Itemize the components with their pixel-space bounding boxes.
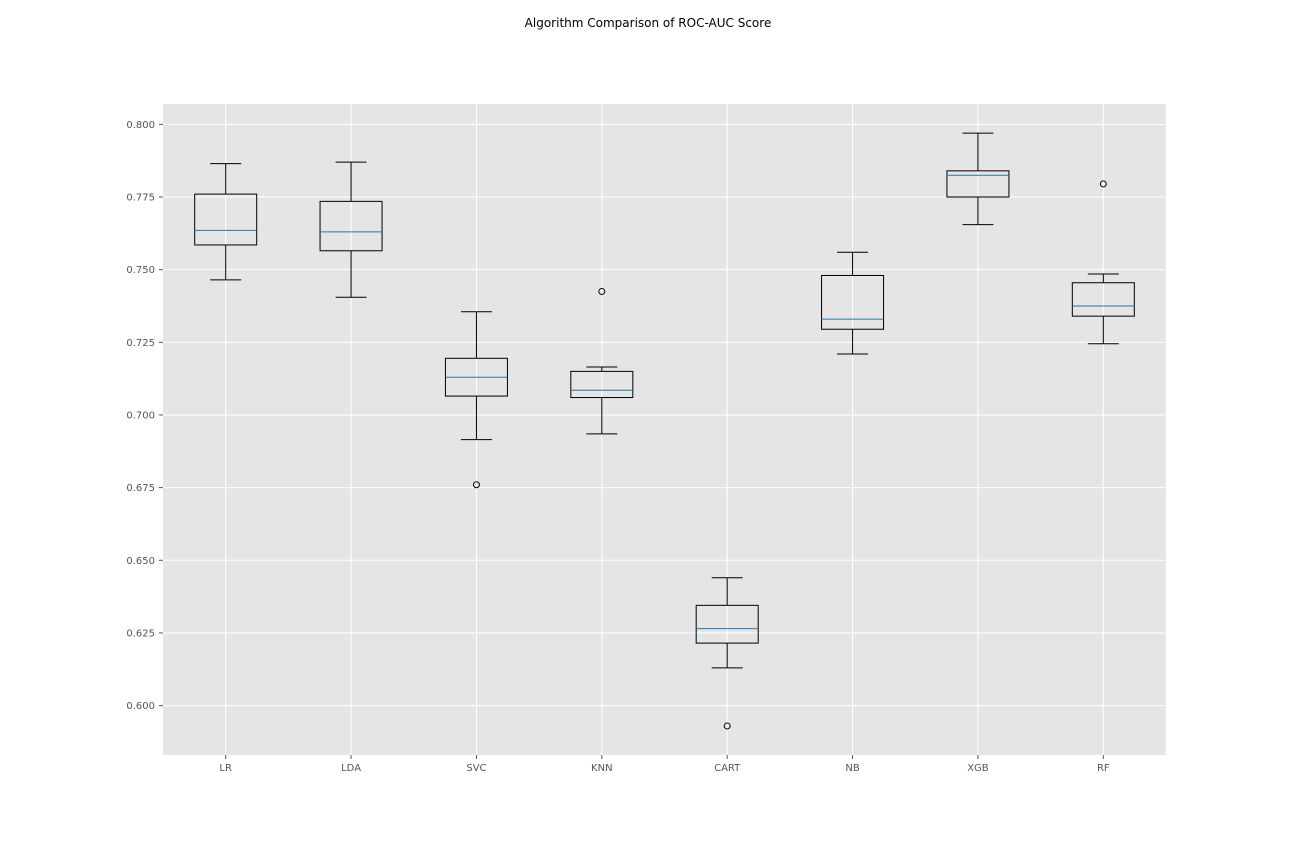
interquartile-box [946,170,1010,198]
x-tick-label: LDA [341,763,361,774]
y-tick-label: 0.650 [126,556,155,567]
interquartile-box [319,200,383,252]
box-rf [1071,180,1135,345]
x-tick-label: XGB [967,763,989,774]
y-tick-label: 0.800 [126,120,155,131]
interquartile-box [194,193,258,246]
y-tick-label: 0.625 [126,628,155,639]
y-tick-label: 0.775 [126,193,155,204]
x-tick-label: SVC [466,763,486,774]
y-tick-label: 0.675 [126,483,155,494]
y-tick-label: 0.750 [126,265,155,276]
interquartile-box [695,604,759,644]
outlier-point [723,722,731,730]
box-lda [319,161,383,298]
x-tick-label: LR [219,763,232,774]
x-tick-label: NB [845,763,859,774]
box-cart [695,577,759,730]
interquartile-box [821,274,885,330]
outlier-point [472,481,480,489]
x-tick-label: KNN [591,763,613,774]
interquartile-box [1071,282,1135,317]
box-nb [821,251,885,355]
plot-area [163,104,1166,755]
boxes-layer [194,132,1135,730]
box-knn [570,287,634,435]
x-tick-label: RF [1097,763,1110,774]
box-xgb [946,132,1010,226]
x-tick-label: CART [714,763,741,774]
y-tick-label: 0.700 [126,410,155,421]
y-tick-label: 0.725 [126,338,155,349]
interquartile-box [570,370,634,399]
box-lr [194,163,258,281]
outlier-point [1099,180,1107,188]
x-axis-ticks: LR LDA SVC KNN CART NB XGB RF [219,755,1110,774]
chart-title: Algorithm Comparison of ROC-AUC Score [525,16,772,30]
y-tick-label: 0.600 [126,701,155,712]
y-axis-ticks: 0.600 0.625 0.650 0.675 0.700 0.725 0.750 0.775… [126,120,163,712]
outlier-point [598,287,606,295]
box-svc [444,311,508,489]
